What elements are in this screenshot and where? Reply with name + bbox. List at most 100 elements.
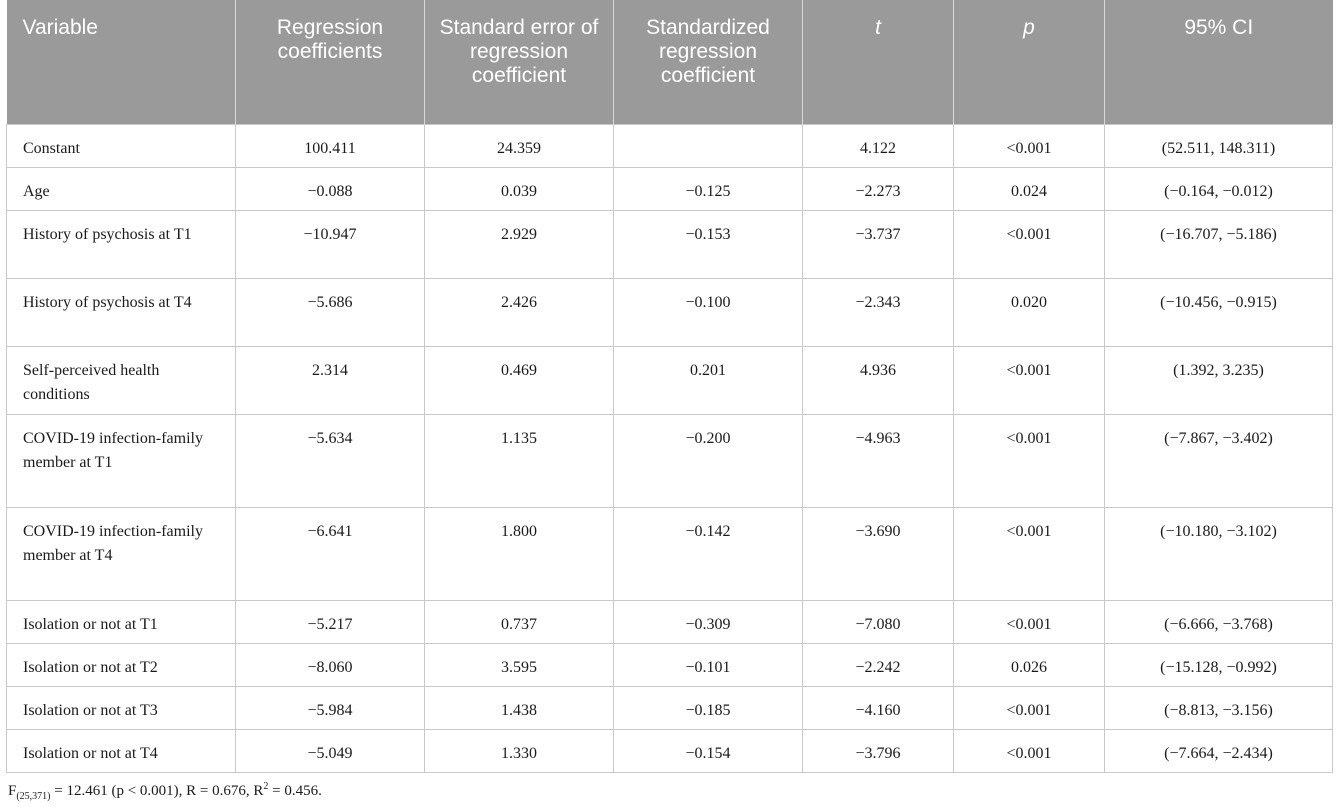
cell-ci: (−0.164, −0.012) [1104,166,1333,211]
header-variable: Variable [6,0,236,124]
cell-ci: (−6.666, −3.768) [1104,599,1333,644]
table-header: Variable Regression coefficients Standar… [6,0,1333,124]
table-body: Constant 100.411 24.359 4.122 <0.001 (52… [6,123,1333,773]
table-row: History of psychosis at T1 −10.947 2.929… [6,209,1333,279]
cell-ci: (52.511, 148.311) [1104,123,1333,168]
table-footnote: F(25,371) = 12.461 (p < 0.001), R = 0.67… [8,781,322,802]
table-row: Isolation or not at T2 −8.060 3.595 −0.1… [6,642,1333,687]
cell-p: <0.001 [953,123,1105,168]
cell-std: −0.200 [613,413,803,508]
cell-variable: Age [6,166,236,211]
cell-variable: Isolation or not at T2 [6,642,236,687]
cell-se: 2.426 [424,277,614,347]
table-row: Isolation or not at T4 −5.049 1.330 −0.1… [6,728,1333,773]
cell-coef: 2.314 [235,345,425,415]
cell-coef: −6.641 [235,506,425,601]
cell-coef: −5.686 [235,277,425,347]
cell-std [613,123,803,168]
cell-std: −0.185 [613,685,803,730]
cell-coef: −5.634 [235,413,425,508]
cell-variable: Isolation or not at T4 [6,728,236,773]
cell-ci: (−10.180, −3.102) [1104,506,1333,601]
footnote-f-df: (25,371) [16,791,51,802]
footnote-r2-value: = 0.456. [268,783,322,799]
cell-variable: Self-perceived health conditions [6,345,236,415]
cell-t: −4.160 [802,685,954,730]
cell-p: 0.026 [953,642,1105,687]
footnote-f-symbol: F [8,783,17,799]
cell-ci: (−15.128, −0.992) [1104,642,1333,687]
cell-ci: (−7.664, −2.434) [1104,728,1333,773]
cell-se: 1.135 [424,413,614,508]
cell-ci: (−7.867, −3.402) [1104,413,1333,508]
cell-se: 0.039 [424,166,614,211]
cell-t: −2.273 [802,166,954,211]
table-row: Isolation or not at T3 −5.984 1.438 −0.1… [6,685,1333,730]
cell-ci: (1.392, 3.235) [1104,345,1333,415]
table-row: History of psychosis at T4 −5.686 2.426 … [6,277,1333,347]
cell-coef: −5.984 [235,685,425,730]
cell-std: −0.100 [613,277,803,347]
cell-variable: History of psychosis at T1 [6,209,236,279]
cell-coef: −5.217 [235,599,425,644]
cell-variable: History of psychosis at T4 [6,277,236,347]
cell-variable: Isolation or not at T1 [6,599,236,644]
regression-table: Variable Regression coefficients Standar… [6,0,1333,773]
cell-se: 3.595 [424,642,614,687]
cell-variable: Isolation or not at T3 [6,685,236,730]
cell-t: −2.343 [802,277,954,347]
cell-std: −0.142 [613,506,803,601]
cell-t: 4.122 [802,123,954,168]
cell-p: 0.020 [953,277,1105,347]
cell-t: −7.080 [802,599,954,644]
cell-std: 0.201 [613,345,803,415]
header-standard-error: Standard error of regression coefficient [424,0,614,124]
cell-coef: −0.088 [235,166,425,211]
cell-p: <0.001 [953,728,1105,773]
header-ci: 95% CI [1104,0,1333,124]
table-row: Self-perceived health conditions 2.314 0… [6,345,1333,415]
header-regression-coefficients: Regression coefficients [235,0,425,124]
cell-se: 1.438 [424,685,614,730]
cell-t: −4.963 [802,413,954,508]
cell-p: <0.001 [953,685,1105,730]
cell-variable: Constant [6,123,236,168]
cell-p: <0.001 [953,345,1105,415]
cell-t: −3.690 [802,506,954,601]
cell-se: 1.800 [424,506,614,601]
cell-se: 0.469 [424,345,614,415]
cell-t: −3.796 [802,728,954,773]
header-p: p [953,0,1105,124]
cell-variable: COVID-19 infection-family member at T1 [6,413,236,508]
footnote-f-value: = 12.461 (p < 0.001), R = 0.676, R [50,783,264,799]
regression-table-container: Variable Regression coefficients Standar… [6,0,1333,773]
cell-coef: 100.411 [235,123,425,168]
cell-ci: (−16.707, −5.186) [1104,209,1333,279]
cell-std: −0.154 [613,728,803,773]
table-row: Isolation or not at T1 −5.217 0.737 −0.3… [6,599,1333,644]
cell-std: −0.125 [613,166,803,211]
cell-coef: −8.060 [235,642,425,687]
cell-variable: COVID-19 infection-family member at T4 [6,506,236,601]
cell-std: −0.309 [613,599,803,644]
cell-se: 1.330 [424,728,614,773]
cell-se: 24.359 [424,123,614,168]
cell-p: <0.001 [953,209,1105,279]
cell-p: <0.001 [953,506,1105,601]
cell-p: <0.001 [953,413,1105,508]
cell-ci: (−10.456, −0.915) [1104,277,1333,347]
cell-ci: (−8.813, −3.156) [1104,685,1333,730]
header-standardized-coefficient: Standardized regression coefficient [613,0,803,124]
header-t: t [802,0,954,124]
table-row: Age −0.088 0.039 −0.125 −2.273 0.024 (−0… [6,166,1333,211]
cell-std: −0.153 [613,209,803,279]
cell-se: 2.929 [424,209,614,279]
cell-se: 0.737 [424,599,614,644]
cell-t: −3.737 [802,209,954,279]
footnote-r2-exponent: 2 [263,781,269,792]
cell-std: −0.101 [613,642,803,687]
table-row: COVID-19 infection-family member at T4 −… [6,506,1333,601]
cell-coef: −5.049 [235,728,425,773]
cell-p: 0.024 [953,166,1105,211]
cell-t: 4.936 [802,345,954,415]
